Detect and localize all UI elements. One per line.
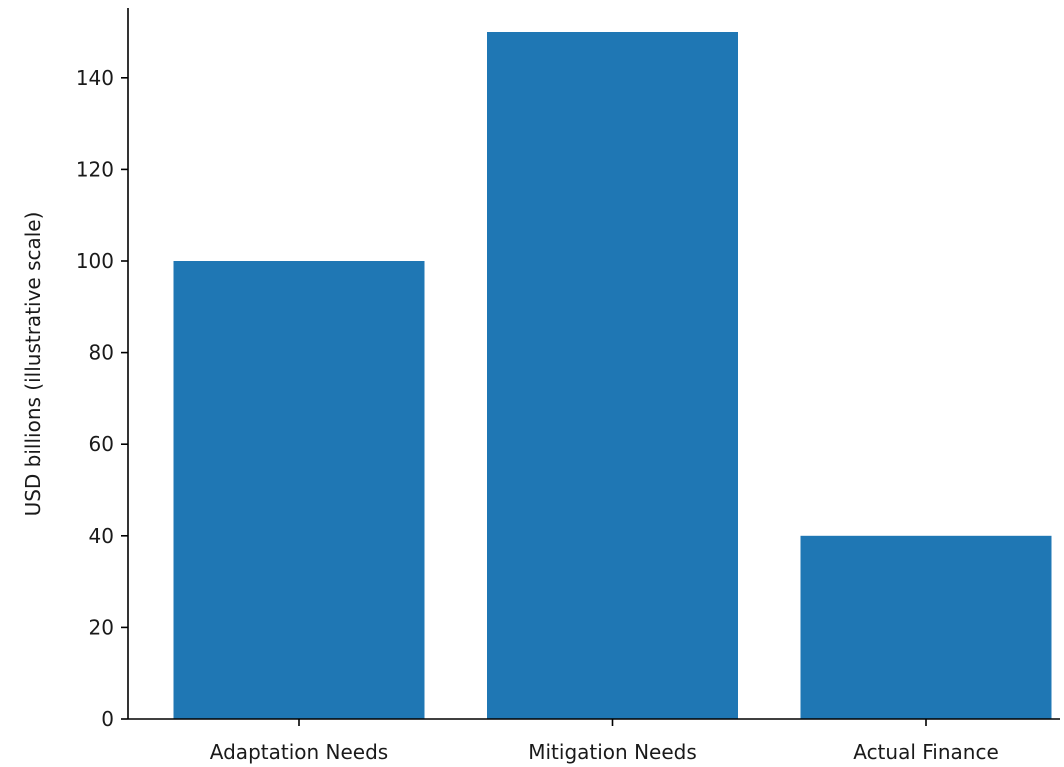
- y-axis-label: USD billions (illustrative scale): [21, 212, 45, 517]
- y-tick-label: 40: [89, 524, 114, 548]
- x-tick-label: Mitigation Needs: [528, 740, 697, 764]
- y-tick-label: 60: [89, 432, 114, 456]
- x-tick-label: Actual Finance: [853, 740, 999, 764]
- y-tick-label: 20: [89, 615, 114, 639]
- bars-group: [173, 32, 1052, 719]
- y-tick-label: 80: [89, 341, 114, 365]
- y-tick-label: 140: [76, 66, 114, 90]
- bar-actual-finance: [800, 535, 1052, 719]
- y-axis: 0 20 40 60 80 100 120 140: [76, 8, 129, 731]
- y-tick-label: 0: [101, 707, 114, 731]
- bar-mitigation-needs: [487, 32, 738, 719]
- x-axis: Adaptation Needs Mitigation Needs Actual F…: [128, 718, 1060, 764]
- bar-adaptation-needs: [173, 261, 425, 719]
- y-tick-label: 120: [76, 157, 114, 181]
- x-tick-label: Adaptation Needs: [210, 740, 388, 764]
- y-tick-label: 100: [76, 249, 114, 273]
